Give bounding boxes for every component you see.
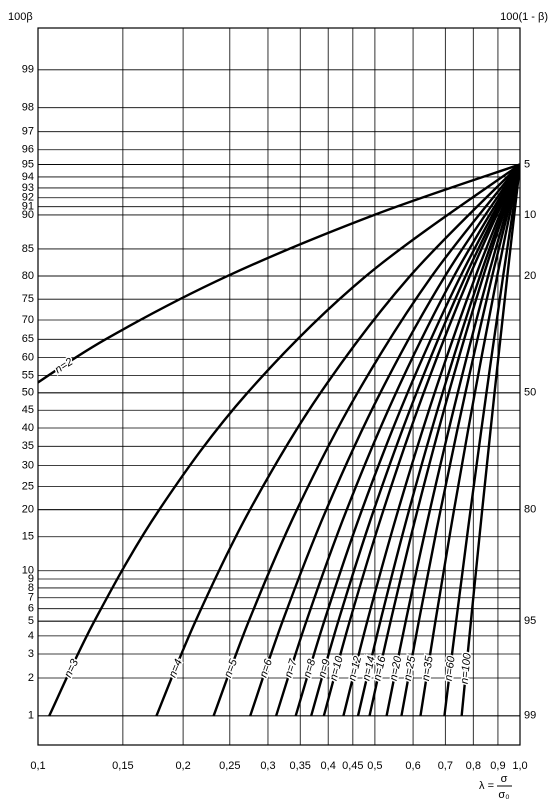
y-tick-label: 55 <box>22 369 34 381</box>
y-tick-label: 50 <box>22 387 34 399</box>
y-tick-label: 10 <box>22 565 34 577</box>
y-tick-label: 1 <box>28 710 34 722</box>
y-tick-label: 7 <box>28 592 34 604</box>
x-axis-label-denominator: σ₀ <box>498 789 509 801</box>
x-tick-label: 0,4 <box>321 760 336 772</box>
curve-label: n=100 <box>459 652 474 685</box>
y-tick-label: 99 <box>22 64 34 76</box>
y2-tick-label: 20 <box>524 270 536 282</box>
curve <box>249 163 520 717</box>
x-tick-label: 0,15 <box>112 760 133 772</box>
x-tick-label: 0,25 <box>219 760 240 772</box>
y-tick-label: 6 <box>28 603 34 615</box>
y-tick-label: 98 <box>22 102 34 114</box>
y-tick-label: 3 <box>28 648 34 660</box>
curve <box>419 164 520 717</box>
curve-label: n=3 <box>62 657 81 680</box>
curve <box>155 163 520 717</box>
curve-label: n=7 <box>283 657 300 679</box>
curve <box>368 164 520 717</box>
y-tick-label: 97 <box>22 126 34 138</box>
y-axis-label: 100β <box>8 11 33 23</box>
curve-label: n=6 <box>258 657 276 679</box>
x-axis-label-numerator: σ <box>501 773 508 785</box>
y-tick-label: 70 <box>22 314 34 326</box>
x-tick-label: 0,45 <box>342 760 363 772</box>
curve-label: n=35 <box>420 654 436 681</box>
curve <box>48 163 520 717</box>
y-tick-label: 20 <box>22 504 34 516</box>
curve <box>212 163 520 717</box>
curve <box>460 164 520 716</box>
curve <box>385 164 520 717</box>
y2-tick-label: 50 <box>524 387 536 399</box>
curve-label: n=5 <box>222 657 240 679</box>
y2-tick-label: 5 <box>524 158 530 170</box>
x-tick-label: 0,7 <box>438 760 453 772</box>
y-tick-label: 15 <box>22 531 34 543</box>
y-tick-label: 92 <box>22 192 34 204</box>
y-tick-label: 8 <box>28 582 34 594</box>
x-tick-label: 0,8 <box>466 760 481 772</box>
curve-label: n=4 <box>167 658 185 680</box>
y2-tick-label: 95 <box>524 615 536 627</box>
curve <box>356 164 520 717</box>
curves <box>38 163 520 717</box>
y-tick-label: 80 <box>22 270 34 282</box>
curve <box>274 163 520 717</box>
y2-axis-label: 100(1 - β) <box>500 11 548 23</box>
curve <box>322 163 520 717</box>
curve <box>310 163 520 717</box>
y-tick-label: 91 <box>22 201 34 213</box>
curve-label: n=14 <box>360 655 377 682</box>
y-tick-label: 30 <box>22 460 34 472</box>
y-tick-label: 65 <box>22 333 34 345</box>
y-tick-label: 45 <box>22 404 34 416</box>
x-tick-label: 0,6 <box>405 760 420 772</box>
curve <box>294 163 520 717</box>
y-tick-label: 96 <box>22 144 34 156</box>
y-tick-label: 25 <box>22 480 34 492</box>
y-tick-label: 93 <box>22 182 34 194</box>
plot-frame <box>37 27 521 746</box>
y-tick-label: 85 <box>22 243 34 255</box>
x-axis-label: λ = <box>479 780 494 792</box>
y-tick-label: 4 <box>28 630 34 642</box>
x-tick-label: 0,1 <box>30 760 45 772</box>
x-tick-label: 0,5 <box>367 760 382 772</box>
curve-label: n=60 <box>443 655 458 682</box>
y-tick-label: 40 <box>22 422 34 434</box>
x-tick-label: 1,0 <box>512 760 527 772</box>
y-tick-label: 90 <box>22 209 34 221</box>
y2-tick-label: 99 <box>524 710 536 722</box>
y-tick-label: 95 <box>22 158 34 170</box>
x-tick-label: 0,9 <box>490 760 505 772</box>
y-tick-label: 60 <box>22 352 34 364</box>
y-tick-label: 94 <box>22 171 34 183</box>
y-tick-label: 2 <box>28 672 34 684</box>
y2-tick-label: 10 <box>524 209 536 221</box>
x-tick-label: 0,3 <box>260 760 275 772</box>
x-tick-label: 0,2 <box>175 760 190 772</box>
y-tick-label: 9 <box>28 573 34 585</box>
y-tick-label: 5 <box>28 615 34 627</box>
curve <box>400 164 520 717</box>
y-tick-label: 75 <box>22 293 34 305</box>
x-tick-label: 0,35 <box>290 760 311 772</box>
curve <box>38 163 520 384</box>
curve <box>342 164 520 717</box>
y2-tick-label: 80 <box>524 504 536 516</box>
y-tick-label: 35 <box>22 440 34 452</box>
curve <box>443 164 520 716</box>
